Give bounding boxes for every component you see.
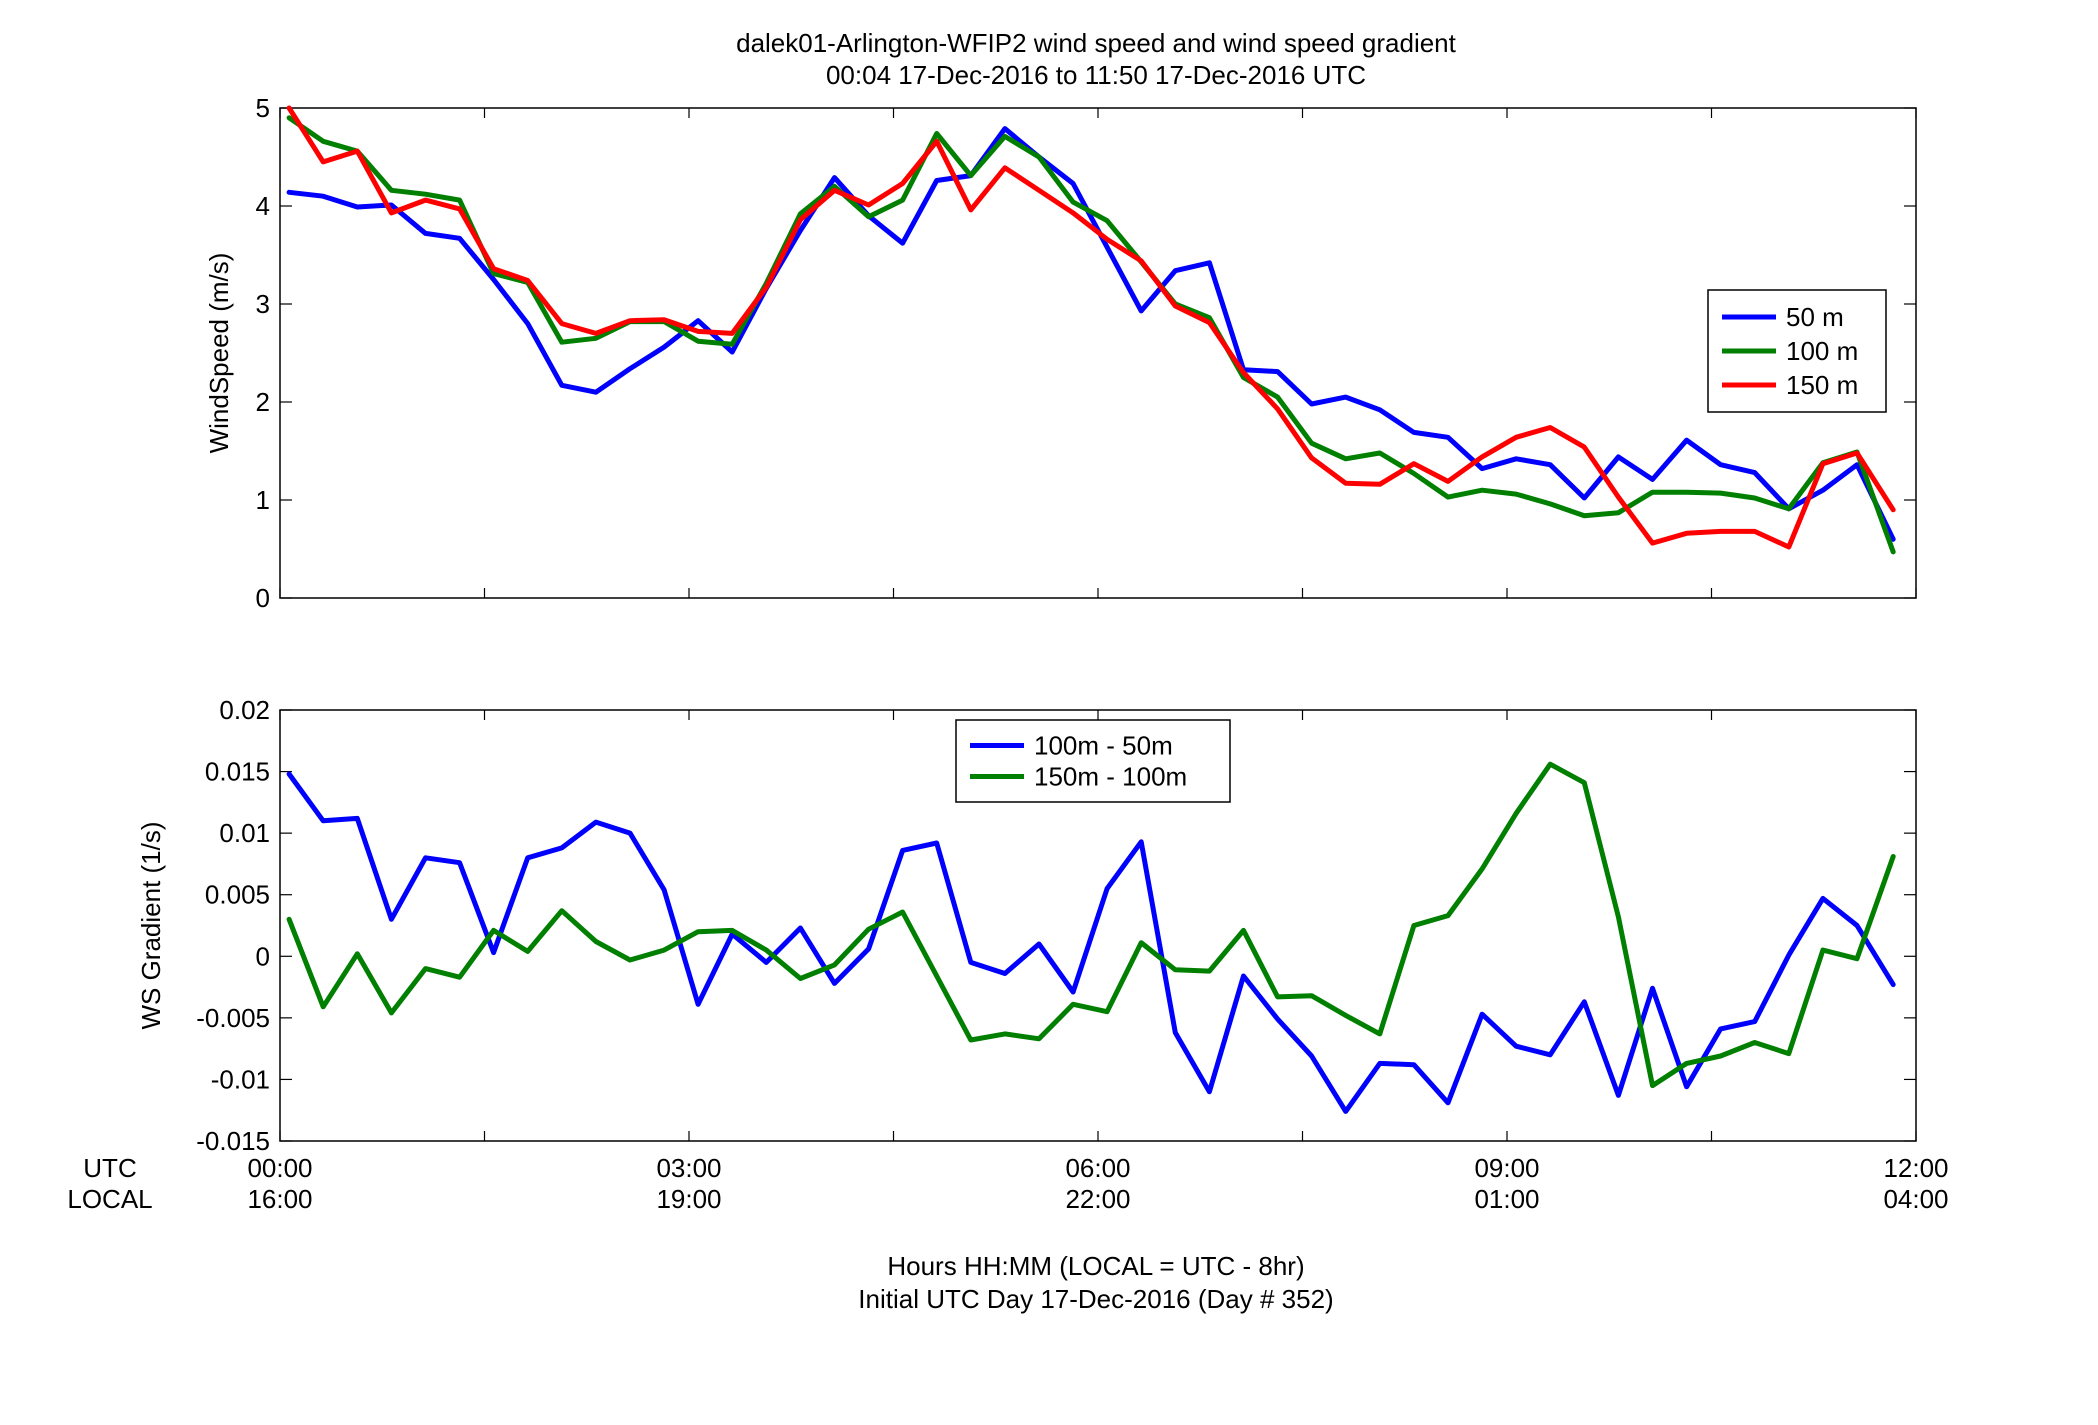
chart-panel-1: 0 1 2 3 4 5 WindSpeed (m/s) 50 m 100 m 150 m: [204, 93, 1917, 613]
y-tick-label: 0.01: [219, 818, 270, 848]
x-tick-label-local: 01:00: [1474, 1184, 1539, 1214]
x-tick-label-utc: 12:00: [1883, 1153, 1948, 1183]
legend-label: 100m - 50m: [1034, 731, 1173, 761]
y-tick-label: 5: [256, 93, 270, 123]
x-tick-label-utc: 00:00: [247, 1153, 312, 1183]
legend-label: 50 m: [1786, 302, 1844, 332]
legend-label: 100 m: [1786, 336, 1858, 366]
y-axis-label: WindSpeed (m/s): [204, 253, 234, 454]
y-tick-label: 0: [256, 583, 270, 613]
y-tick-label: 0.005: [205, 880, 270, 910]
series-line-3: [286, 105, 1896, 550]
utc-row-label: UTC: [83, 1153, 136, 1183]
y-tick-label: -0.015: [196, 1126, 270, 1156]
series-line-2: [286, 761, 1896, 1089]
chart-title-line-2: 00:04 17-Dec-2016 to 11:50 17-Dec-2016 U…: [826, 60, 1366, 90]
y-tick-label: -0.005: [196, 1003, 270, 1033]
legend-label: 150 m: [1786, 370, 1858, 400]
legend: 50 m 100 m 150 m: [1707, 289, 1887, 413]
x-tick-label-utc: 06:00: [1065, 1153, 1130, 1183]
x-tick-label-local: 16:00: [247, 1184, 312, 1214]
y-tick-label: 2: [256, 387, 270, 417]
x-tick-label-utc: 09:00: [1474, 1153, 1539, 1183]
x-tick-label-local: 22:00: [1065, 1184, 1130, 1214]
legend-box: [955, 719, 1231, 803]
series-line-1: [286, 126, 1896, 542]
plot-frame: [279, 107, 1917, 599]
footer-line-1: Hours HH:MM (LOCAL = UTC - 8hr): [887, 1251, 1304, 1281]
y-tick-label: 0: [256, 941, 270, 971]
y-tick-label: 0.02: [219, 695, 270, 725]
series-line-2: [286, 115, 1896, 555]
chart-title-line-1: dalek01-Arlington-WFIP2 wind speed and w…: [736, 28, 1457, 58]
y-tick-label: 0.015: [205, 757, 270, 787]
y-tick-label: 3: [256, 289, 270, 319]
y-tick-label: 1: [256, 485, 270, 515]
y-tick-label: -0.01: [211, 1064, 270, 1094]
chart-panel-2: -0.015 -0.01 -0.005 0 0.005 0.01 0.015 0.02 WS G…: [136, 695, 1917, 1156]
y-axis-label: WS Gradient (1/s): [136, 821, 166, 1029]
x-tick-label-local: 19:00: [656, 1184, 721, 1214]
local-row-label: LOCAL: [67, 1184, 152, 1214]
x-tick-label-local: 04:00: [1883, 1184, 1948, 1214]
x-tick-label-utc: 03:00: [656, 1153, 721, 1183]
legend-label: 150m - 100m: [1034, 762, 1187, 792]
footer-line-2: Initial UTC Day 17-Dec-2016 (Day # 352): [858, 1284, 1333, 1314]
series-line-1: [286, 771, 1896, 1114]
y-tick-label: 4: [256, 191, 270, 221]
